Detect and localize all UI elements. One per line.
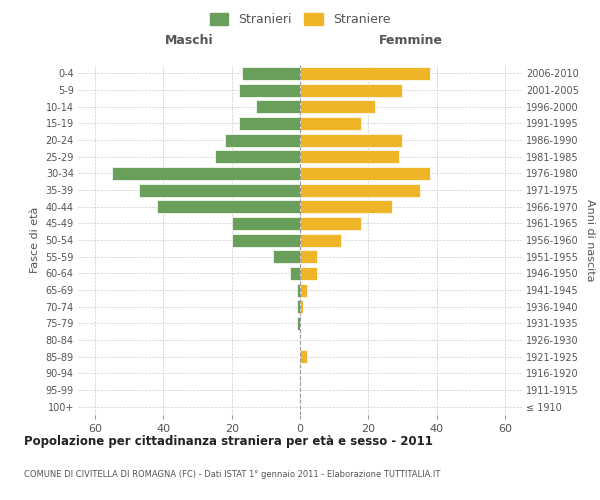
Bar xyxy=(300,250,317,263)
Y-axis label: Fasce di età: Fasce di età xyxy=(30,207,40,273)
Bar xyxy=(215,150,300,163)
Bar xyxy=(290,267,300,280)
Bar xyxy=(272,250,300,263)
Bar xyxy=(157,200,300,213)
Bar xyxy=(239,117,300,130)
Bar xyxy=(296,300,300,313)
Bar xyxy=(239,84,300,96)
Bar xyxy=(300,217,361,230)
Bar xyxy=(300,267,317,280)
Y-axis label: Anni di nascita: Anni di nascita xyxy=(584,198,595,281)
Bar xyxy=(300,284,307,296)
Bar xyxy=(300,150,399,163)
Legend: Stranieri, Straniere: Stranieri, Straniere xyxy=(206,8,394,30)
Text: COMUNE DI CIVITELLA DI ROMAGNA (FC) - Dati ISTAT 1° gennaio 2011 - Elaborazione : COMUNE DI CIVITELLA DI ROMAGNA (FC) - Da… xyxy=(24,470,440,479)
Bar xyxy=(232,234,300,246)
Bar xyxy=(296,284,300,296)
Bar xyxy=(300,300,304,313)
Bar xyxy=(225,134,300,146)
Bar xyxy=(300,84,403,96)
Text: Maschi: Maschi xyxy=(164,34,214,48)
Bar xyxy=(296,317,300,330)
Text: Popolazione per cittadinanza straniera per età e sesso - 2011: Popolazione per cittadinanza straniera p… xyxy=(24,435,433,448)
Bar xyxy=(232,217,300,230)
Bar xyxy=(112,167,300,180)
Bar xyxy=(300,167,430,180)
Bar xyxy=(300,100,375,113)
Bar xyxy=(300,350,307,363)
Text: Femmine: Femmine xyxy=(379,34,443,48)
Bar xyxy=(300,134,403,146)
Bar xyxy=(300,117,361,130)
Bar xyxy=(300,234,341,246)
Bar xyxy=(300,67,430,80)
Bar xyxy=(300,200,392,213)
Bar xyxy=(139,184,300,196)
Bar xyxy=(300,184,419,196)
Bar xyxy=(256,100,300,113)
Bar xyxy=(242,67,300,80)
